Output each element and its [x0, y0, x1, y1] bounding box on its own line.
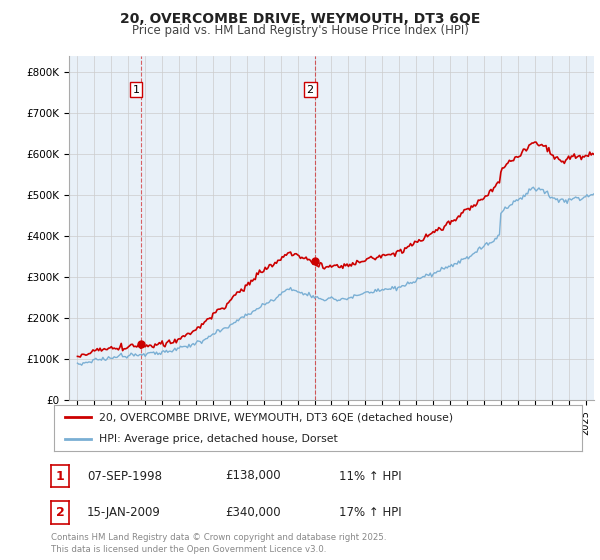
Text: 2: 2	[307, 85, 314, 95]
Text: 2: 2	[56, 506, 64, 519]
Text: £340,000: £340,000	[225, 506, 281, 519]
Text: £138,000: £138,000	[225, 469, 281, 483]
Text: Price paid vs. HM Land Registry's House Price Index (HPI): Price paid vs. HM Land Registry's House …	[131, 24, 469, 36]
Text: 1: 1	[56, 469, 64, 483]
Text: HPI: Average price, detached house, Dorset: HPI: Average price, detached house, Dors…	[99, 435, 338, 444]
Text: Contains HM Land Registry data © Crown copyright and database right 2025.
This d: Contains HM Land Registry data © Crown c…	[51, 533, 386, 554]
Text: 11% ↑ HPI: 11% ↑ HPI	[339, 469, 401, 483]
Text: 07-SEP-1998: 07-SEP-1998	[87, 469, 162, 483]
Text: 20, OVERCOMBE DRIVE, WEYMOUTH, DT3 6QE: 20, OVERCOMBE DRIVE, WEYMOUTH, DT3 6QE	[120, 12, 480, 26]
Text: 1: 1	[133, 85, 139, 95]
Text: 20, OVERCOMBE DRIVE, WEYMOUTH, DT3 6QE (detached house): 20, OVERCOMBE DRIVE, WEYMOUTH, DT3 6QE (…	[99, 412, 453, 422]
Text: 15-JAN-2009: 15-JAN-2009	[87, 506, 161, 519]
Text: 17% ↑ HPI: 17% ↑ HPI	[339, 506, 401, 519]
